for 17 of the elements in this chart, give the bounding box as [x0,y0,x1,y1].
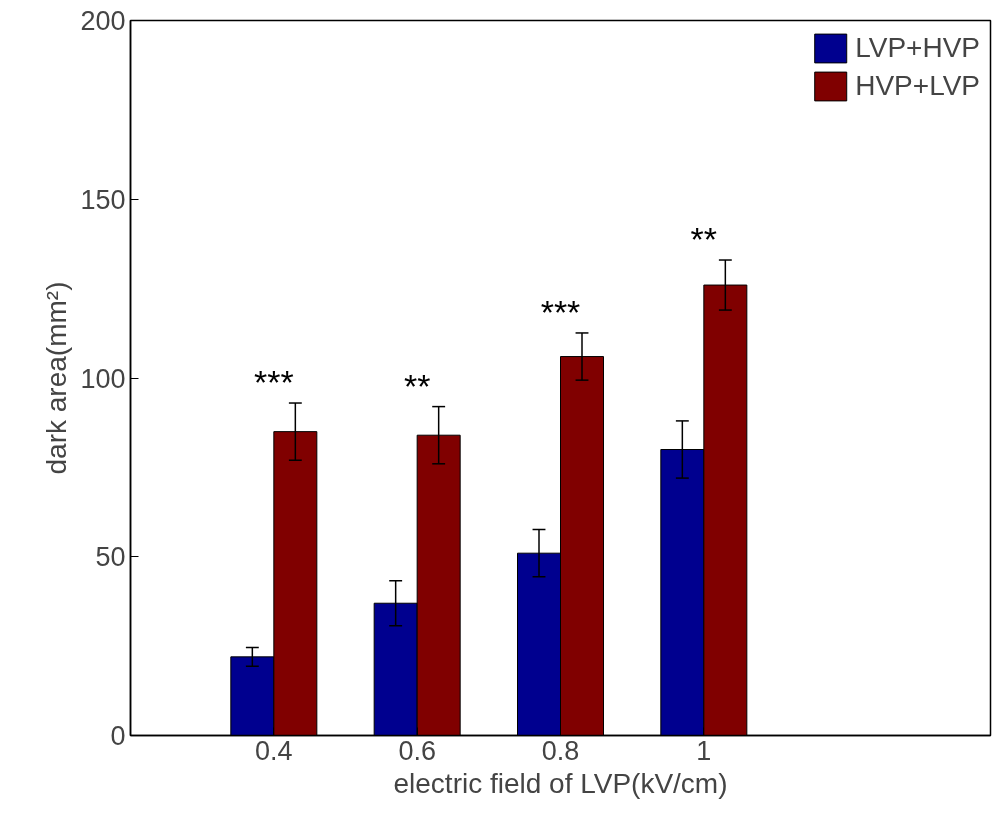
x-tick-label: 0.8 [541,735,580,766]
y-tick-label: 150 [80,184,126,215]
y-tick-label: 100 [80,363,126,394]
y-tick-label: 0 [110,721,126,751]
x-tick-label: 0.4 [255,735,293,766]
y-tick-label: 50 [95,542,126,573]
legend-label: LVP+HVP [855,32,980,64]
x-axis-title: electric field of LVP(kV/cm) [393,767,728,799]
annotation: *** [253,363,294,402]
annotation: ** [403,366,431,405]
x-tick-label: 1 [696,735,712,766]
annotation: *** [540,292,581,331]
y-axis-title: dark area(mm²) [41,281,73,475]
legend-label: HVP+LVP [855,70,980,102]
x-tick-label: 0.6 [398,735,436,766]
annotation: ** [690,220,718,259]
y-tick-label: 200 [80,6,126,36]
